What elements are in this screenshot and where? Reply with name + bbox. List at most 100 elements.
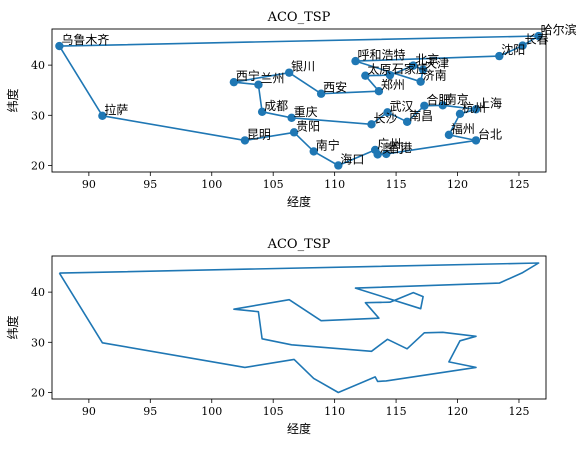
city-marker	[254, 80, 263, 89]
city-marker	[383, 108, 392, 117]
city-label: 沈阳	[501, 42, 525, 57]
x-tick-label: 100	[201, 178, 222, 191]
city-marker	[518, 41, 527, 50]
city-label: 福州	[451, 121, 475, 136]
y-axis-label: 纬度	[5, 88, 20, 112]
city-marker	[402, 117, 412, 127]
city-label: 昆明	[247, 127, 271, 141]
city-label: 澳门	[380, 140, 404, 155]
city-label: 合肥	[426, 92, 450, 107]
city-label: 郑州	[381, 77, 405, 92]
city-label: 北京	[415, 53, 439, 67]
city-label: 贵阳	[296, 119, 320, 133]
x-tick-label: 125	[508, 178, 529, 191]
city-marker	[385, 70, 395, 80]
x-tick-label: 110	[324, 405, 345, 418]
city-marker	[289, 128, 299, 137]
x-tick-label: 110	[324, 178, 345, 191]
x-tick-label: 100	[201, 405, 222, 418]
city-label: 长春	[525, 33, 549, 47]
x-tick-label: 105	[263, 405, 284, 418]
x-axis-label: 经度	[287, 194, 311, 209]
y-tick-label: 20	[31, 159, 45, 172]
chart-title: ACO_TSP	[267, 237, 331, 252]
city-marker	[374, 87, 384, 96]
city-marker	[287, 113, 296, 123]
city-marker	[334, 161, 343, 170]
city-marker	[534, 31, 543, 41]
city-label: 西宁	[236, 68, 260, 83]
city-label: 长沙	[374, 111, 398, 125]
city-marker	[409, 61, 418, 70]
city-marker	[416, 77, 425, 86]
city-label: 天津	[425, 57, 449, 71]
city-marker	[455, 109, 465, 118]
city-label: 杭州	[462, 100, 486, 115]
city-label: 南京	[445, 91, 469, 106]
city-marker	[240, 136, 250, 145]
x-tick-label: 115	[386, 178, 407, 191]
axes-frame	[51, 255, 547, 400]
city-marker	[284, 68, 294, 77]
x-tick-label: 95	[143, 178, 157, 191]
city-marker	[316, 89, 326, 98]
city-label: 上海	[478, 95, 502, 110]
city-marker	[444, 130, 454, 140]
city-marker	[98, 111, 107, 121]
city-label: 拉萨	[104, 102, 128, 117]
city-label: 兰州	[260, 72, 284, 86]
city-marker	[382, 149, 391, 159]
x-tick-label: 105	[263, 178, 284, 191]
y-axis-label: 纬度	[5, 315, 20, 339]
city-marker	[309, 147, 318, 156]
city-marker	[367, 120, 376, 129]
city-marker	[55, 41, 64, 51]
x-axis-label: 经度	[287, 421, 311, 436]
city-label: 台北	[478, 126, 502, 141]
city-marker	[471, 105, 481, 114]
city-marker	[438, 101, 447, 110]
city-marker	[418, 65, 428, 74]
city-label: 济南	[423, 68, 447, 83]
city-marker	[471, 136, 481, 145]
y-tick-label: 20	[31, 386, 45, 399]
chart-bottom: ACO_TSP 90 95 100 105 110 115 120 125 20 30 40 经度 纬度	[5, 237, 547, 436]
city-label: 南昌	[409, 108, 433, 123]
city-marker	[420, 101, 429, 110]
city-label: 海口	[340, 151, 364, 166]
city-marker	[361, 71, 370, 80]
city-label: 香港	[388, 141, 412, 155]
x-tick-label: 90	[82, 405, 96, 418]
y-tick-label: 30	[31, 336, 45, 349]
city-marker	[351, 56, 360, 66]
city-label: 武汉	[389, 99, 413, 113]
x-tick-label: 120	[447, 178, 468, 191]
y-tick-label: 40	[31, 286, 45, 299]
city-marker	[495, 51, 504, 61]
city-label: 太原	[367, 62, 391, 77]
y-tick-label: 40	[31, 59, 45, 72]
city-label: 西安	[323, 80, 347, 95]
city-label: 呼和浩特	[358, 47, 406, 62]
city-label: 成都	[264, 99, 288, 113]
city-marker	[229, 77, 239, 87]
city-marker	[373, 150, 382, 159]
x-tick-label: 95	[143, 405, 157, 418]
axes-frame	[51, 28, 547, 173]
city-label: 石家庄	[392, 61, 428, 76]
city-label: 乌鲁木齐	[61, 32, 109, 47]
x-tick-label: 115	[386, 405, 407, 418]
city-label: 重庆	[294, 105, 318, 119]
chart-title: ACO_TSP	[267, 10, 331, 25]
city-label: 广州	[377, 137, 401, 151]
route-line	[58, 262, 540, 394]
city-label: 银川	[291, 60, 315, 74]
city-label: 哈尔滨	[541, 22, 577, 37]
city-marker	[257, 107, 267, 116]
city-label: 南宁	[316, 137, 340, 152]
y-tick-label: 30	[31, 109, 45, 122]
x-tick-label: 90	[82, 178, 96, 191]
x-tick-label: 120	[447, 405, 468, 418]
